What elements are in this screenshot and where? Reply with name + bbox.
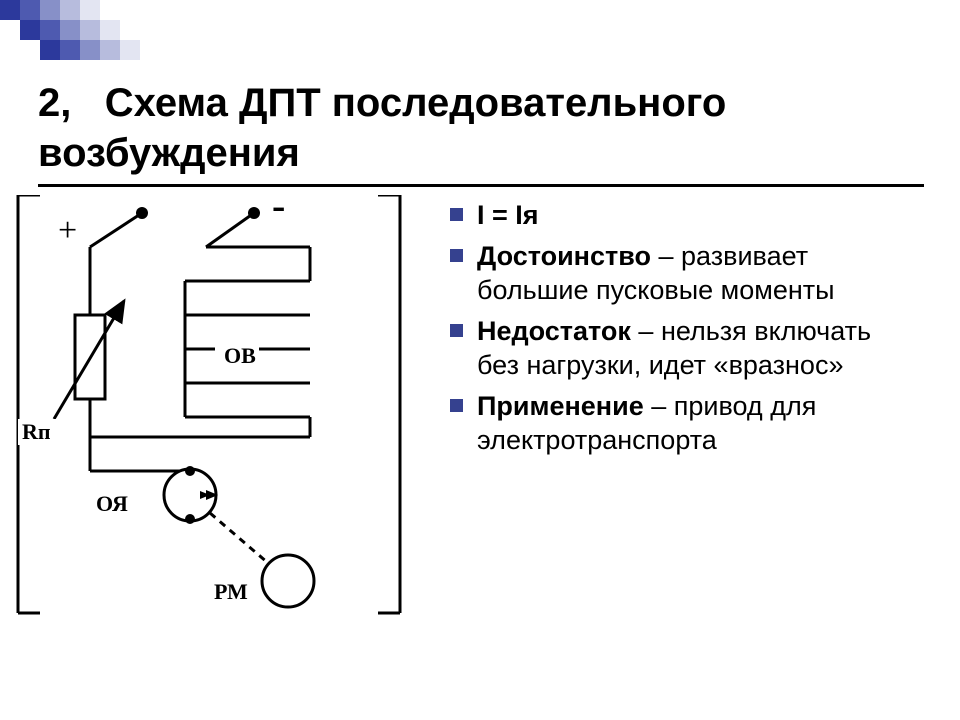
bullet-marker-icon [450,208,463,221]
shaft-line [210,513,268,563]
title-line-2: возбуждения [38,131,300,175]
bullet-marker-icon [450,324,463,337]
title-underline [38,184,924,187]
bullet-item: I = Iя [450,198,920,233]
armature-label: ОЯ [96,491,128,516]
bullet-bold: Недостаток [477,316,631,346]
bullet-item: Применение – привод для электротранспорт… [450,389,920,458]
terminal-minus-label: - [272,195,285,228]
slide-title: 2, Схема ДПТ последовательного возбужден… [38,78,918,187]
bullet-item: Достоинство – развивает большие пусковые… [450,239,920,308]
brush-top [185,466,195,476]
corner-decoration [0,0,160,60]
bullet-marker-icon [450,249,463,262]
brush-bottom [185,514,195,524]
bullet-item: Недостаток – нельзя включать без нагрузк… [450,314,920,383]
bullet-list: I = Iя Достоинство – развивает большие п… [450,198,920,464]
bullet-marker-icon [450,399,463,412]
switch-left [90,213,142,247]
working-machine-label: РМ [214,579,248,604]
title-number: 2, [38,81,71,125]
circuit-diagram: + - Rп [10,195,408,615]
coil-label: ОВ [224,343,256,368]
resistor-label: Rп [22,419,51,444]
frame-brackets [18,195,400,613]
bullet-bold: I = Iя [477,200,539,230]
bullet-bold: Достоинство [477,241,651,271]
bullet-bold: Применение [477,391,644,421]
working-machine-circle [262,555,314,607]
switch-right [206,213,254,247]
title-line-1: Схема ДПТ последовательного [105,81,727,125]
terminal-plus-label: + [58,212,77,249]
